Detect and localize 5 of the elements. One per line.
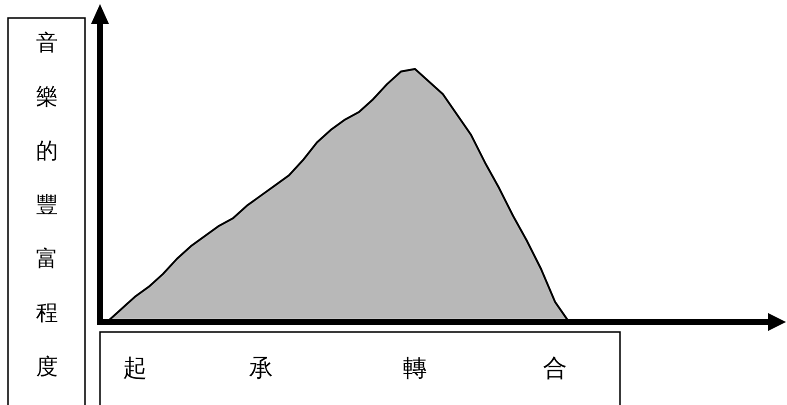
text: 音樂的豐富程度 — [36, 31, 58, 380]
x-tick-label: 轉 — [403, 354, 427, 382]
x-tick-label: 承 — [249, 354, 273, 382]
x-tick-label: 起 — [123, 354, 147, 382]
x-tick-label: 合 — [543, 354, 567, 382]
